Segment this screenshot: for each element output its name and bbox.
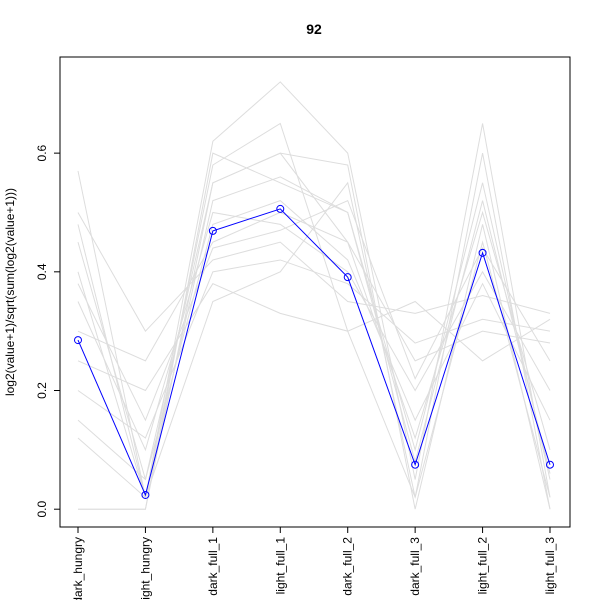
series-line: [77, 152, 551, 480]
chart-title: 92: [306, 21, 322, 37]
plot-box: [59, 56, 571, 528]
point: [343, 273, 352, 282]
series-line: [77, 122, 551, 499]
x-tick-label: dark_full_1: [206, 537, 220, 596]
point: [141, 490, 150, 499]
x-tick-label: light_full_1: [273, 537, 287, 595]
y-tick-label: 0.4: [35, 263, 49, 280]
series-line: [77, 208, 551, 497]
series-line: [77, 153, 551, 510]
series-line: [77, 199, 551, 422]
series-line: [78, 152, 551, 510]
x-tick-label: light_full_3: [543, 537, 557, 595]
point: [478, 248, 487, 257]
series-line: [77, 176, 551, 498]
series-line: [77, 211, 551, 362]
series-line: [77, 211, 551, 452]
point: [411, 460, 420, 469]
series-line: [77, 200, 551, 481]
y-tick-label: 0.0: [35, 501, 49, 518]
series-line: [77, 283, 551, 392]
y-axis-label: log2(value+1)/sqrt(sum(log2(value+1))): [3, 188, 17, 396]
y-tick-label: 0.6: [35, 144, 49, 161]
point: [546, 460, 554, 469]
x-tick-label: light_full_2: [476, 537, 490, 595]
series-line: [77, 259, 551, 439]
x-tick-label: dark_hungry: [71, 537, 85, 600]
point: [276, 204, 285, 213]
point: [74, 336, 82, 345]
series-line: [78, 152, 551, 510]
x-tick-label: dark_full_3: [408, 537, 422, 596]
x-tick-label: dark_full_2: [341, 537, 355, 596]
point: [208, 226, 217, 235]
y-tick-label: 0.2: [35, 382, 49, 399]
x-tick-label: light_hungry: [138, 537, 152, 600]
